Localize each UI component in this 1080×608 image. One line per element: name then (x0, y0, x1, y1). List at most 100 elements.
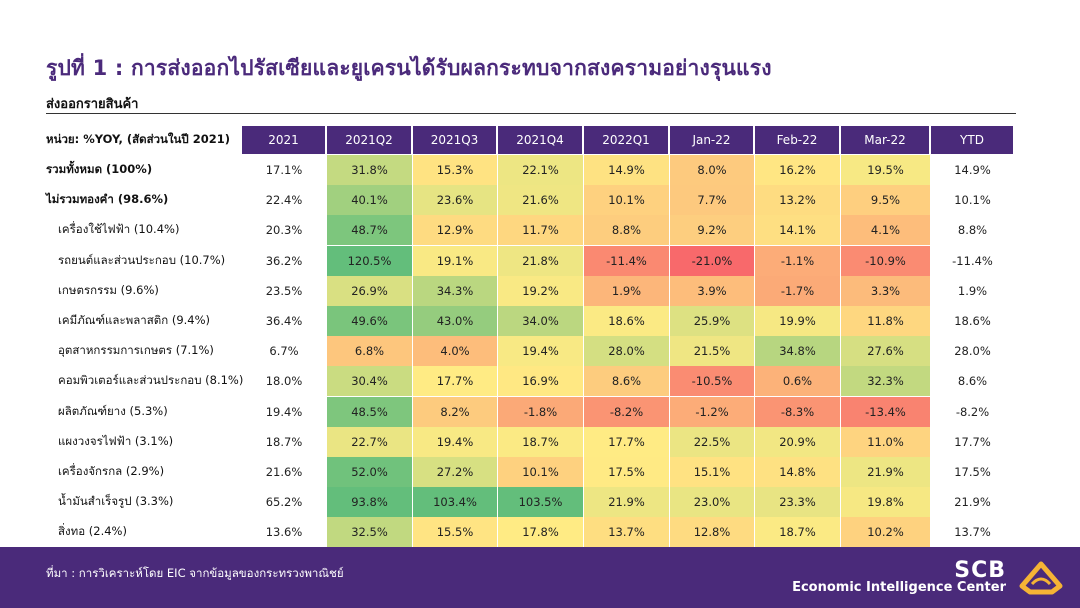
table-cell: 21.5% (670, 336, 754, 367)
table-cell: 21.6% (498, 185, 583, 216)
table-cell: 11.7% (498, 215, 583, 246)
table-cell: 18.6% (954, 314, 991, 328)
table-cell: 48.5% (327, 396, 412, 427)
table-cell: 28.0% (584, 336, 669, 367)
table-cell: 19.9% (755, 306, 840, 336)
table-cell: 22.4% (265, 193, 303, 208)
table-cell: 19.5% (841, 155, 930, 185)
table-cell: 103.4% (413, 487, 497, 518)
table-cell: 3.3% (841, 275, 930, 306)
table-cell: 7.7% (670, 185, 754, 216)
table-cell: 18.0% (265, 374, 303, 389)
table-cell: 17.5% (954, 465, 991, 479)
table-cell: -8.3% (755, 396, 840, 427)
table-cell: 3.9% (670, 275, 754, 306)
table-cell: 8.8% (584, 215, 669, 246)
table-cell: 16.9% (498, 366, 583, 397)
table-cell: 6.7% (269, 344, 299, 359)
table-cell: 34.3% (413, 275, 497, 306)
row-label: คอมพิวเตอร์และส่วนประกอบ (8.1%) (58, 373, 244, 388)
table-cell: 10.1% (584, 185, 669, 216)
row-label: ผลิตภัณฑ์ยาง (5.3%) (58, 403, 168, 418)
table-cell: 32.3% (841, 366, 930, 397)
table-cell: 11.0% (841, 426, 930, 457)
table-cell: -10.9% (841, 245, 930, 276)
page-title: รูปที่ 1 : การส่งออกไปรัสเซียและยูเครนได… (46, 56, 772, 80)
table-cell: 10.1% (498, 457, 583, 487)
table-cell: 19.4% (498, 336, 583, 367)
table-cell: 8.6% (584, 366, 669, 397)
column-header: Feb-22 (755, 126, 839, 154)
table-cell: 120.5% (327, 245, 412, 276)
table-cell: 1.9% (957, 283, 988, 298)
footer-bar (0, 547, 1080, 608)
table-cell: 23.5% (265, 283, 303, 298)
row-label: รถยนต์และส่วนประกอบ (10.7%) (58, 252, 226, 267)
table-cell: 21.6% (265, 465, 303, 479)
table-cell: 9.5% (841, 185, 930, 216)
table-cell: 36.2% (265, 253, 303, 268)
row-label: รวมทั้งหมด (100%) (46, 162, 153, 176)
table-cell: 34.8% (755, 336, 840, 367)
table-cell: 1.9% (584, 275, 669, 306)
table-cell: 34.0% (498, 306, 583, 336)
table-cell: 19.4% (413, 426, 497, 457)
table-cell: 17.1% (265, 163, 303, 177)
column-header: Mar-22 (841, 126, 929, 154)
table-cell: 18.7% (498, 426, 583, 457)
table-cell: 15.5% (413, 517, 497, 548)
row-label: เครื่องใช้ไฟฟ้า (10.4%) (58, 222, 180, 237)
column-header: Jan-22 (670, 126, 753, 154)
scb-logo-icon (1019, 561, 1063, 595)
table-cell: 0.6% (755, 366, 840, 397)
table-cell: -11.4% (952, 253, 993, 268)
table-cell: 17.5% (584, 457, 669, 487)
table-cell: 15.1% (670, 457, 754, 487)
table-cell: 21.8% (498, 245, 583, 276)
table-cell: 19.1% (413, 245, 497, 276)
table-cell: 27.2% (413, 457, 497, 487)
table-cell: 13.6% (265, 525, 303, 540)
table-cell: -1.8% (498, 396, 583, 427)
table-cell: 43.0% (413, 306, 497, 336)
table-cell: 21.9% (841, 457, 930, 487)
table-cell: 22.5% (670, 426, 754, 457)
table-cell: 31.8% (327, 155, 412, 185)
table-cell: 22.1% (498, 155, 583, 185)
table-cell: 11.8% (841, 306, 930, 336)
column-header: 2021Q3 (413, 126, 496, 154)
table-cell: -10.5% (670, 366, 754, 397)
table-cell: 17.7% (413, 366, 497, 397)
table-cell: 10.1% (954, 193, 991, 208)
table-cell: -13.4% (841, 396, 930, 427)
table-cell: 20.3% (265, 223, 303, 238)
table-cell: 103.5% (498, 487, 583, 518)
table-cell: 18.6% (584, 306, 669, 336)
table-cell: 26.9% (327, 275, 412, 306)
table-cell: -8.2% (584, 396, 669, 427)
table-cell: 14.9% (584, 155, 669, 185)
table-cell: 8.0% (670, 155, 754, 185)
table-cell: 6.8% (327, 336, 412, 367)
table-cell: 15.3% (413, 155, 497, 185)
row-label: อุตสาหกรรมการเกษตร (7.1%) (58, 343, 214, 358)
brand-unit: Economic Intelligence Center (792, 580, 1006, 595)
table-cell: 18.7% (755, 517, 840, 548)
table-cell: 49.6% (327, 306, 412, 336)
table-cell: 10.2% (841, 517, 930, 548)
table-cell: 52.0% (327, 457, 412, 487)
source-note: ที่มา : การวิเคราะห์โดย EIC จากข้อมูลของ… (46, 566, 344, 580)
table-cell: 20.9% (755, 426, 840, 457)
table-cell: 19.4% (265, 404, 303, 419)
table-cell: 8.6% (957, 374, 988, 389)
row-label: แผงวงจรไฟฟ้า (3.1%) (58, 433, 174, 448)
table-cell: 23.3% (755, 487, 840, 518)
table-cell: 17.7% (584, 426, 669, 457)
table-cell: -1.7% (755, 275, 840, 306)
row-label: ไม่รวมทองคำ (98.6%) (46, 192, 169, 207)
row-label: เครื่องจักรกล (2.9%) (58, 464, 165, 478)
table-cell: 32.5% (327, 517, 412, 548)
table-cell: 14.1% (755, 215, 840, 246)
column-header: 2021Q2 (327, 126, 411, 154)
column-header: 2022Q1 (584, 126, 668, 154)
